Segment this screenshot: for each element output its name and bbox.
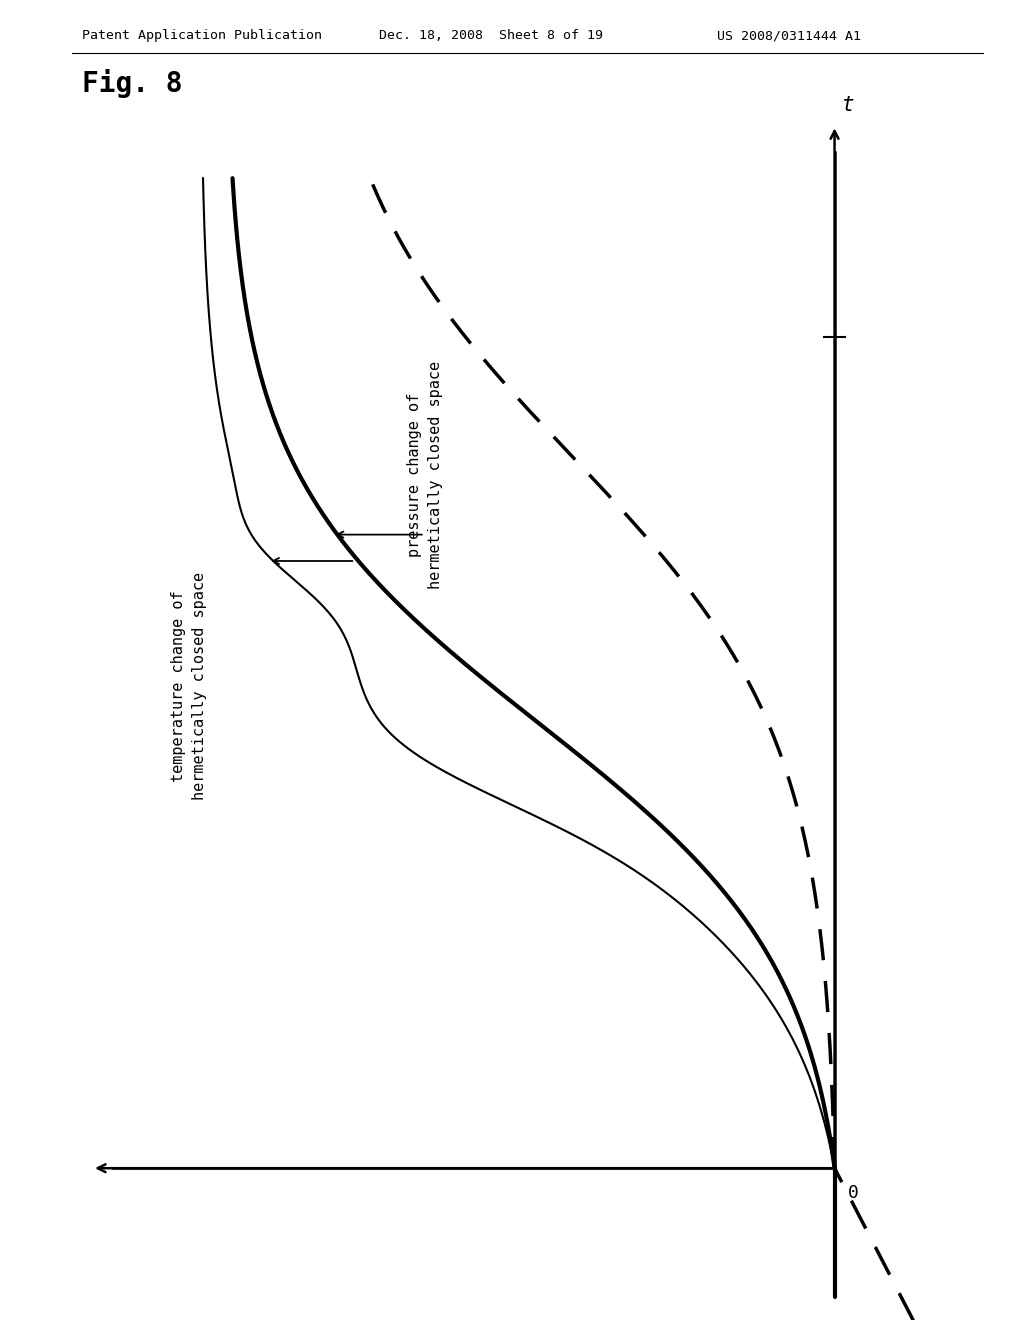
Text: Patent Application Publication: Patent Application Publication bbox=[82, 29, 322, 42]
Text: t: t bbox=[841, 95, 853, 115]
Text: Dec. 18, 2008  Sheet 8 of 19: Dec. 18, 2008 Sheet 8 of 19 bbox=[379, 29, 603, 42]
Text: temperature change of
hermetically closed space: temperature change of hermetically close… bbox=[171, 573, 208, 800]
Text: US 2008/0311444 A1: US 2008/0311444 A1 bbox=[717, 29, 861, 42]
Text: Fig. 8: Fig. 8 bbox=[82, 69, 182, 98]
Text: pressure change of
hermetically closed space: pressure change of hermetically closed s… bbox=[407, 362, 443, 589]
Text: 0: 0 bbox=[848, 1184, 858, 1203]
